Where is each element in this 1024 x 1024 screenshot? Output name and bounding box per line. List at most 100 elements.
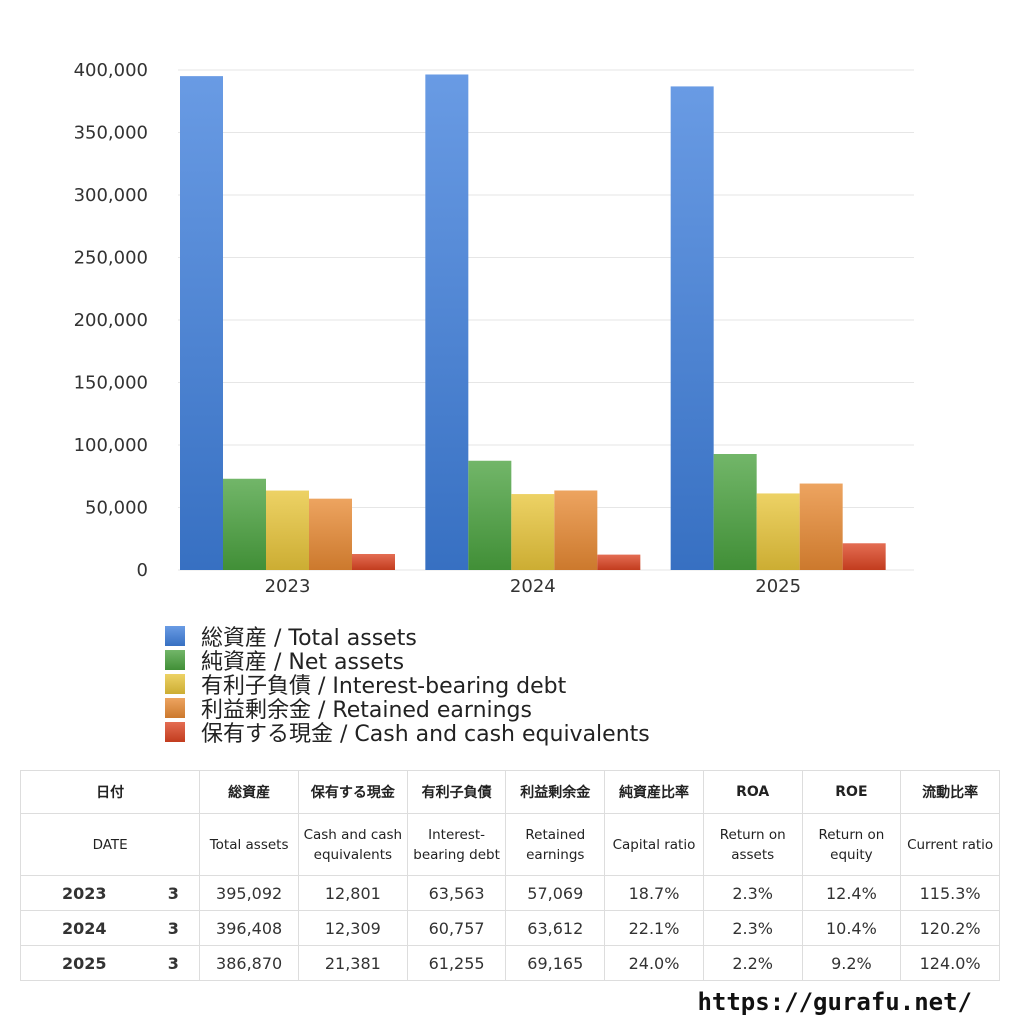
table-cell: 12,801: [297, 875, 408, 911]
x-tick-label: 2025: [755, 576, 801, 597]
table-row: 2025 3 386,870 21,381 61,255 69,165 24.0…: [20, 945, 1000, 981]
y-tick-label: 150,000: [74, 373, 148, 394]
x-axis-ticks: 2023 2024 2025: [265, 576, 801, 597]
bar: [309, 498, 352, 570]
bar: [266, 490, 309, 570]
table-cell: 57,069: [505, 875, 606, 911]
y-tick-label: 350,000: [74, 123, 148, 144]
header-cell: 有利子負債: [406, 770, 507, 814]
table-cell: 60,757: [406, 910, 507, 946]
bar: [756, 493, 800, 570]
row-month: 3: [147, 910, 201, 946]
legend-swatch: [165, 626, 185, 646]
table-cell: 396,408: [199, 910, 299, 946]
legend-swatch: [165, 698, 185, 718]
bars: [180, 74, 886, 571]
header-date-jp: 日付: [19, 770, 201, 814]
table-row: 2024 3 396,408 12,309 60,757 63,612 22.1…: [20, 910, 1000, 946]
table-cell: 63,612: [505, 910, 606, 946]
legend-label: 純資産 / Net assets: [201, 650, 405, 675]
legend-label: 有利子負債 / Interest-bearing debt: [201, 674, 567, 699]
row-year: 2025: [20, 945, 148, 981]
legend-item-interest-bearing-debt: 有利子負債 / Interest-bearing debt: [165, 672, 650, 699]
bar: [713, 454, 757, 570]
header-cell: Capital ratio: [604, 813, 704, 876]
y-axis-ticks: 0 50,000 100,000 150,000 200,000 250,000 300,0…: [74, 60, 148, 581]
header-cell: Retained earnings: [505, 813, 606, 876]
table-cell: 22.1%: [604, 910, 704, 946]
header-date-en: DATE: [19, 813, 201, 876]
legend-item-retained-earnings: 利益剰余金 / Retained earnings: [165, 696, 650, 723]
bar: [597, 554, 641, 570]
header-cell: Total assets: [199, 813, 299, 876]
header-cell: 純資産比率: [604, 770, 704, 814]
bar: [223, 478, 266, 570]
table-cell: 2.2%: [702, 945, 803, 981]
y-tick-label: 50,000: [85, 498, 148, 519]
table-cell: 12,309: [297, 910, 408, 946]
legend-item-total-assets: 総資産 / Total assets: [165, 624, 650, 651]
legend-swatch: [165, 674, 185, 694]
table-cell: 395,092: [199, 875, 299, 911]
header-cell: 保有する現金: [297, 770, 408, 814]
legend-label: 総資産 / Total assets: [201, 626, 417, 651]
bar: [352, 553, 395, 570]
header-cell: ROA: [702, 770, 803, 814]
bar: [670, 86, 714, 570]
table-row: 2023 3 395,092 12,801 63,563 57,069 18.7…: [20, 875, 1000, 911]
bar-chart: 0 50,000 100,000 150,000 200,000 250,000 300,0…: [74, 60, 914, 597]
table-cell: 2.3%: [702, 875, 803, 911]
y-tick-label: 200,000: [74, 310, 148, 331]
table-cell: 24.0%: [604, 945, 704, 981]
row-year: 2024: [20, 910, 148, 946]
table-cell: 386,870: [199, 945, 299, 981]
table-cell: 115.3%: [900, 875, 1000, 911]
table-cell: 12.4%: [801, 875, 902, 911]
table-header-en: DATE Total assets Cash and cash equivale…: [19, 813, 1000, 876]
table-cell: 120.2%: [900, 910, 1000, 946]
bar: [425, 74, 469, 571]
table-cell: 9.2%: [801, 945, 902, 981]
financial-data-table: 日付 総資産 保有する現金 有利子負債 利益剰余金 純資産比率 ROA ROE …: [19, 770, 1000, 981]
bar: [468, 460, 512, 570]
bar: [511, 494, 555, 570]
header-cell: 利益剰余金: [505, 770, 606, 814]
table-cell: 69,165: [505, 945, 606, 981]
table-header-jp: 日付 総資産 保有する現金 有利子負債 利益剰余金 純資産比率 ROA ROE …: [19, 770, 1000, 814]
y-tick-label: 400,000: [74, 60, 148, 81]
row-month: 3: [147, 875, 201, 911]
bar: [842, 543, 886, 570]
row-month: 3: [147, 945, 201, 981]
legend-swatch: [165, 650, 185, 670]
y-tick-label: 100,000: [74, 435, 148, 456]
header-cell: ROE: [801, 770, 902, 814]
x-tick-label: 2023: [265, 576, 311, 597]
header-cell: Interest-bearing debt: [406, 813, 507, 876]
header-cell: Current ratio: [900, 813, 1000, 876]
legend-label: 保有する現金 / Cash and cash equivalents: [201, 722, 650, 747]
source-url: https://gurafu.net/: [697, 988, 972, 1016]
table-cell: 124.0%: [900, 945, 1000, 981]
table-cell: 63,563: [406, 875, 507, 911]
legend: 総資産 / Total assets 純資産 / Net assets 有利子負…: [165, 624, 650, 747]
row-year: 2023: [20, 875, 148, 911]
legend-item-net-assets: 純資産 / Net assets: [165, 648, 650, 675]
table-cell: 10.4%: [801, 910, 902, 946]
table-cell: 61,255: [406, 945, 507, 981]
y-tick-label: 0: [137, 560, 148, 581]
header-cell: 流動比率: [900, 770, 1000, 814]
y-tick-label: 250,000: [74, 248, 148, 269]
y-tick-label: 300,000: [74, 185, 148, 206]
legend-item-cash: 保有する現金 / Cash and cash equivalents: [165, 720, 650, 747]
table-cell: 2.3%: [702, 910, 803, 946]
bar: [799, 483, 843, 570]
header-cell: Cash and cash equivalents: [297, 813, 408, 876]
legend-swatch: [165, 722, 185, 742]
header-cell: Return on assets: [702, 813, 803, 876]
header-cell: 総資産: [199, 770, 299, 814]
bar: [554, 490, 598, 570]
legend-label: 利益剰余金 / Retained earnings: [201, 698, 532, 723]
bar: [180, 76, 223, 570]
header-cell: Return on equity: [801, 813, 902, 876]
x-tick-label: 2024: [510, 576, 556, 597]
